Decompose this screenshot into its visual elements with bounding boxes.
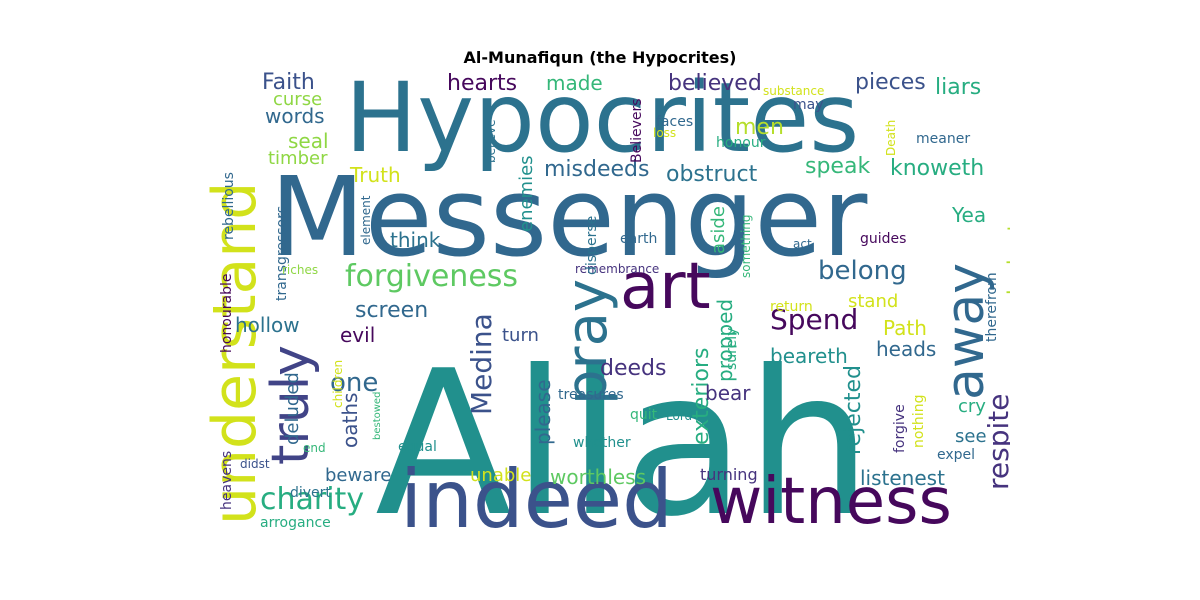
word-one: one [330,368,379,398]
word-speak: speak [805,154,871,179]
word-respite: respite [982,393,1010,490]
word-therefrom: therefrom [984,272,1000,342]
word-return: return [770,299,813,315]
word-bear: bear [705,381,751,405]
word-worthless: worthless [550,465,647,489]
word-substance: substance [763,84,825,98]
word-beareth: beareth [770,344,848,368]
word-aside: aside [708,206,729,254]
word-transgressors: transgressors [274,205,290,301]
word-faith: Faith [262,70,315,95]
word-evil: evil [340,323,376,347]
word-equal: equal [398,439,437,455]
word-curse: curse [273,89,323,110]
word-whether: whether [573,435,631,451]
word-believed: believed [668,71,762,96]
word-forgiveness: forgiveness [345,259,519,294]
word-screen: screen [355,298,429,323]
word-treasures: treasures [558,387,624,403]
word-truth: Truth [350,163,401,187]
word-charity: charity [260,482,365,517]
word-arrogance: arrogance [260,515,331,531]
word-hollow: hollow [235,313,300,337]
word-didst: didst [240,457,270,471]
word-honourable: honourable [219,273,235,353]
word-loss: loss [653,126,677,140]
word-may: may [793,97,824,113]
word-faces: faces [656,114,694,130]
word-hypocrites: Hypocrites [345,70,860,174]
word-children: children [331,359,345,408]
word-beware: beware [325,465,392,486]
word-forgive: forgive [892,404,908,453]
word-enemies: enemies [516,155,537,232]
word-yea: Yea [952,203,987,227]
word-surely: surely [724,327,740,370]
word-bestowed: bestowed [372,391,383,440]
word-death: Death [884,119,898,156]
word-guides: guides [860,231,907,247]
word-cry: cry [958,396,986,417]
word-rebellious: rebellious [221,172,237,240]
word-heads: heads [876,337,937,361]
word-messenger: Messenger [270,153,868,281]
word-liars: liars [935,75,982,100]
word-cloud: Allah Messenger Hypocrites indeed witness und… [200,70,1010,532]
word-seal: seal [288,129,329,153]
word-honour: honour [716,135,766,151]
word-deeds: deeds [600,356,667,381]
word-lookest: lookest [1003,223,1010,295]
word-knoweth: knoweth [890,156,985,181]
word-pieces: pieces [855,70,926,95]
word-element: element [359,195,373,245]
word-divert: divert [290,485,331,501]
word-something: something [739,214,753,278]
word-please: please [531,379,555,445]
word-spend: Spend [770,303,859,336]
word-stand: stand [848,291,899,312]
word-see: see [955,426,987,447]
word-path: Path [883,316,927,340]
word-art: art [620,250,711,324]
word-quit: quit [630,407,658,423]
word-obstruct: obstruct [666,162,758,187]
word-turn: turn [502,325,539,346]
word-deluded: deluded [282,372,303,445]
word-think: think [390,228,441,252]
word-meaner: meaner [916,131,971,147]
page-title: Al-Munafiqun (the Hypocrites) [463,48,737,67]
word-end: end [303,441,326,455]
word-riches: riches [282,263,319,277]
word-rejected: rejected [841,365,866,455]
word-lord: Lord [666,409,693,423]
word-nothing: nothing [911,394,927,448]
word-medina: Medina [465,313,498,415]
word-men: men [735,115,784,140]
word-heavens: heavens [219,450,235,510]
word-words: words [265,104,325,128]
word-belong: belong [818,256,907,286]
word-turning: turning [700,465,758,484]
word-unable: unable [470,465,532,486]
word-witness: witness [710,465,952,532]
word-made: made [546,71,603,95]
word-remembrance: remembrance [575,262,660,276]
word-earth: earth [620,231,658,247]
word-believe: believe [484,119,498,163]
word-indeed: indeed [400,453,673,533]
word-misdeeds: misdeeds [544,157,650,182]
word-disperse: disperse [584,215,600,275]
word-act: act [793,237,812,251]
word-expel: expel [937,447,976,463]
word-timber: timber [268,148,328,169]
word-believers: Believers [629,98,645,163]
word-allah: Allah [375,328,873,533]
word-hearts: hearts [447,71,518,96]
word-listenest: listenest [860,466,945,490]
